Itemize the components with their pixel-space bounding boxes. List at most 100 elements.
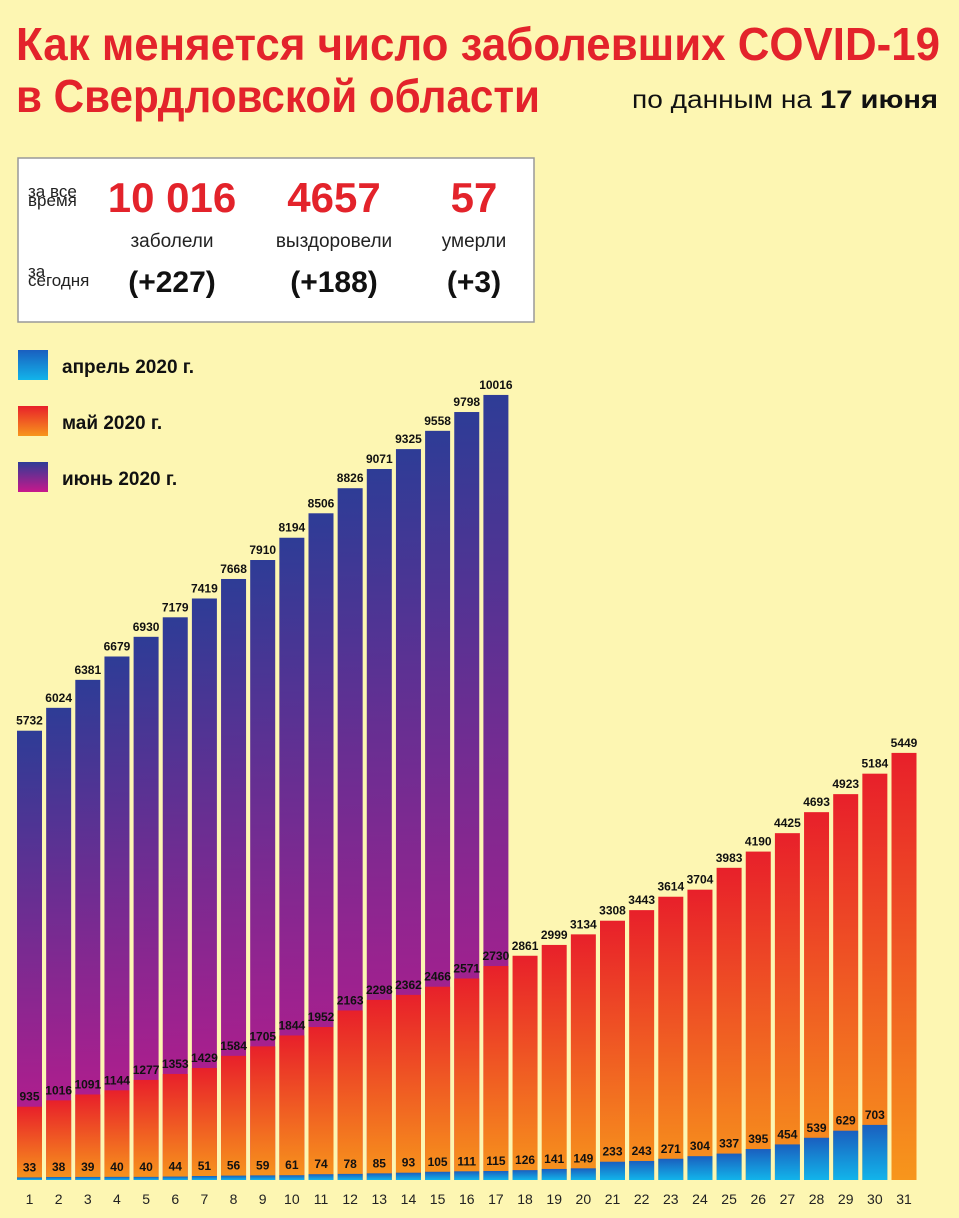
bar — [75, 1176, 101, 1180]
x-tick-label: 20 — [576, 1191, 592, 1207]
x-tick-label: 17 — [488, 1191, 504, 1207]
value-label: 4923 — [832, 777, 859, 791]
bar — [454, 978, 480, 1180]
bar — [162, 1073, 188, 1180]
bar — [454, 1171, 480, 1180]
value-label: 4693 — [803, 795, 830, 809]
value-label: 9325 — [395, 432, 422, 446]
value-label: 3614 — [657, 880, 684, 894]
value-label: 51 — [198, 1159, 212, 1173]
value-label: 271 — [661, 1142, 681, 1156]
x-tick-label: 5 — [142, 1191, 150, 1207]
x-tick-label: 4 — [113, 1191, 121, 1207]
value-label: 1091 — [74, 1077, 101, 1091]
value-label: 2298 — [366, 983, 393, 997]
bar — [658, 896, 684, 1180]
x-tick-label: 25 — [721, 1191, 737, 1207]
value-label: 454 — [777, 1127, 797, 1141]
summary-row-label: время — [28, 191, 77, 210]
x-tick-label: 7 — [201, 1191, 209, 1207]
bar — [629, 1160, 655, 1180]
bar — [745, 851, 771, 1180]
value-label: 5184 — [861, 757, 888, 771]
summary-label: умерли — [442, 231, 507, 252]
value-label: 9798 — [453, 395, 480, 409]
summary-total: 10 016 — [108, 174, 236, 221]
bar — [337, 1010, 363, 1180]
value-label: 2466 — [424, 970, 451, 984]
value-label: 3704 — [687, 873, 714, 887]
summary-total: 57 — [451, 174, 498, 221]
value-label: 4190 — [745, 835, 772, 849]
x-tick-label: 30 — [867, 1191, 883, 1207]
summary-total: 4657 — [287, 174, 380, 221]
bar — [366, 999, 392, 1180]
x-tick-label: 26 — [750, 1191, 766, 1207]
value-label: 7419 — [191, 581, 218, 595]
value-label: 1277 — [133, 1063, 160, 1077]
value-label: 1144 — [104, 1073, 130, 1087]
bar — [46, 1100, 72, 1180]
value-label: 141 — [544, 1152, 564, 1166]
bar — [600, 920, 625, 1180]
summary-label: выздоровели — [276, 231, 392, 252]
bar — [191, 1176, 217, 1180]
bar — [600, 1161, 625, 1180]
x-tick-label: 29 — [838, 1191, 854, 1207]
value-label: 3308 — [599, 904, 626, 918]
legend-label: апрель 2020 г. — [62, 357, 194, 378]
value-label: 1429 — [191, 1051, 218, 1065]
bar — [629, 910, 655, 1180]
x-tick-label: 2 — [55, 1191, 63, 1207]
value-label: 38 — [52, 1160, 66, 1174]
value-label: 93 — [402, 1156, 416, 1170]
title-line: Как меняется число заболевших COVID-19 — [16, 18, 940, 70]
value-label: 2730 — [483, 949, 510, 963]
value-label: 1584 — [220, 1039, 247, 1053]
value-label: 6679 — [104, 639, 131, 653]
value-label: 703 — [865, 1108, 885, 1122]
x-tick-label: 28 — [809, 1191, 825, 1207]
summary-row-label: за все — [28, 182, 77, 201]
bar — [716, 867, 742, 1180]
bar — [774, 1144, 800, 1180]
bar — [308, 1027, 334, 1180]
bar — [833, 1130, 859, 1180]
bar — [541, 1168, 567, 1180]
bar — [774, 833, 800, 1180]
summary-box — [17, 157, 535, 323]
bar — [279, 1175, 305, 1180]
x-tick-label: 6 — [171, 1191, 179, 1207]
x-tick-label: 31 — [896, 1191, 912, 1207]
value-label: 56 — [227, 1159, 241, 1173]
bar — [250, 1175, 276, 1180]
value-label: 78 — [343, 1157, 357, 1171]
value-label: 337 — [719, 1137, 739, 1151]
value-label: 5732 — [16, 714, 43, 728]
value-label: 304 — [690, 1139, 710, 1153]
bar — [891, 752, 917, 1180]
x-tick-label: 13 — [372, 1191, 388, 1207]
bar — [221, 1175, 247, 1180]
value-label: 6381 — [74, 663, 101, 677]
value-label: 233 — [602, 1145, 622, 1159]
value-label: 2571 — [453, 961, 480, 975]
legend-swatch — [18, 462, 48, 492]
bar — [804, 1137, 830, 1180]
value-label: 126 — [515, 1153, 535, 1167]
value-label: 149 — [573, 1151, 593, 1165]
value-label: 44 — [169, 1160, 183, 1174]
value-label: 85 — [373, 1156, 387, 1170]
value-label: 3443 — [628, 893, 655, 907]
x-tick-label: 23 — [663, 1191, 679, 1207]
bar — [862, 773, 888, 1180]
x-tick-label: 1 — [26, 1191, 34, 1207]
bar — [395, 1172, 421, 1180]
subtitle: по данным на — [632, 86, 812, 114]
bar — [716, 1153, 742, 1180]
x-tick-label: 8 — [230, 1191, 238, 1207]
x-tick-label: 16 — [459, 1191, 475, 1207]
bar — [337, 1173, 363, 1180]
